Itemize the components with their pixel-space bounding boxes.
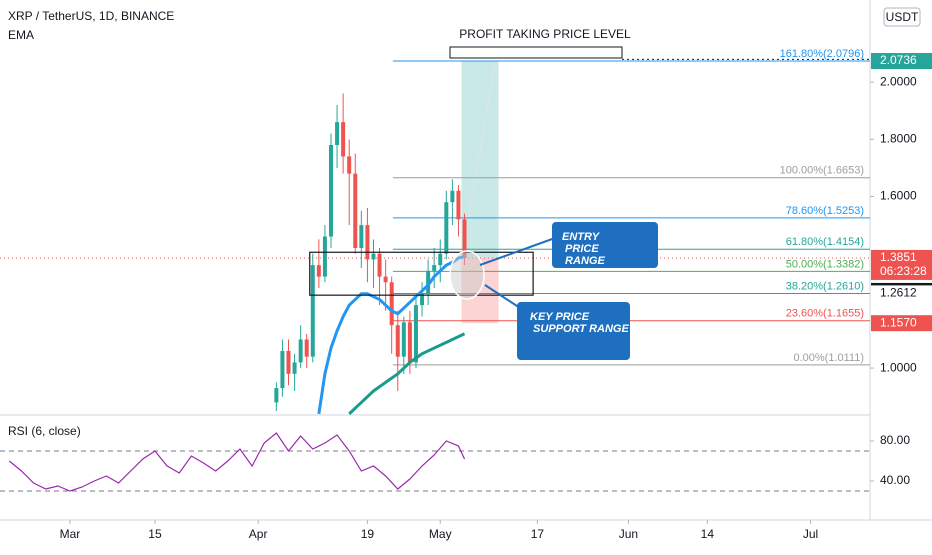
candle-body	[359, 225, 364, 248]
price-marker-label: 1.3851	[880, 250, 917, 264]
price-marker-label: 1.1570	[880, 315, 917, 329]
x-tick-label: 14	[701, 527, 715, 541]
candle-body	[371, 253, 376, 260]
candle-body	[298, 339, 303, 363]
candle-body	[444, 202, 449, 254]
entry-pointer	[479, 237, 556, 266]
price-marker	[871, 285, 932, 302]
support-callout	[517, 302, 630, 360]
candle-body	[383, 276, 388, 283]
x-tick-label: 15	[148, 527, 162, 541]
x-tick-label: Mar	[60, 527, 81, 541]
candle-body	[341, 122, 346, 157]
candle-body	[450, 190, 455, 203]
candle-body	[377, 253, 382, 277]
candle-body	[395, 325, 400, 357]
candle-body	[286, 350, 291, 374]
x-tick-label: 19	[361, 527, 375, 541]
entry-callout	[552, 222, 658, 268]
fib-label: 61.80%(1.4154)	[786, 236, 864, 248]
profit-box	[449, 46, 623, 59]
x-tick-label: Jul	[803, 527, 818, 541]
candle-body	[292, 362, 297, 374]
candle-body	[426, 270, 431, 294]
candle-body	[420, 293, 425, 306]
candle-body	[456, 190, 461, 220]
candle-body	[328, 145, 333, 237]
candle-body	[322, 236, 327, 277]
entry-note: ENTRY PRICE RANGE	[562, 231, 605, 267]
candle-body	[280, 350, 285, 389]
price-marker-label: 1.2612	[880, 286, 917, 300]
fib-label: 50.00%(1.3382)	[786, 258, 864, 270]
profit-note: PROFIT TAKING PRICE LEVEL	[459, 27, 631, 41]
candle-body	[438, 253, 443, 266]
price-marker	[871, 315, 932, 332]
candle-body	[389, 282, 394, 326]
support-pointer	[484, 284, 521, 309]
support-box	[309, 251, 534, 296]
y-tick-label: 1.6000	[880, 189, 917, 203]
fib-label: 100.00%(1.6653)	[780, 165, 864, 177]
candle-body	[347, 156, 352, 174]
fib-label: 161.80%(2.0796)	[780, 48, 864, 60]
ema-line	[317, 255, 465, 415]
candle-body	[274, 388, 279, 403]
ema-line	[348, 332, 466, 415]
candle-body	[407, 322, 412, 363]
indicator-label: EMA	[8, 28, 34, 42]
y-tick-label: 1.0000	[880, 360, 917, 374]
entry-circle	[449, 250, 485, 300]
support-note: KEY PRICE SUPPORT RANGE	[530, 311, 629, 335]
y-tick-label: 2.0000	[880, 74, 917, 88]
target-arrow	[460, 62, 496, 259]
y-tick-label: 1.8000	[880, 131, 917, 145]
price-marker	[871, 53, 932, 70]
rsi-tick-label: 80.00	[880, 433, 910, 447]
candle-body	[432, 265, 437, 271]
target-zone	[461, 61, 499, 258]
currency-label: USDT	[886, 10, 919, 24]
rsi-tick-label: 40.00	[880, 473, 910, 487]
chart-title: XRP / TetherUS, 1D, BINANCE	[8, 9, 174, 23]
x-tick-label: 17	[531, 527, 545, 541]
price-marker	[871, 249, 932, 280]
candle-body	[316, 265, 321, 277]
candle-body	[335, 122, 340, 146]
currency-badge[interactable]	[883, 7, 921, 27]
x-tick-label: Jun	[619, 527, 638, 541]
candle-body	[353, 173, 358, 248]
candle-body	[304, 339, 309, 357]
x-tick-label: Apr	[249, 527, 268, 541]
candle-body	[413, 305, 418, 363]
countdown: 06:23:28	[880, 264, 927, 278]
candle-body	[401, 322, 406, 357]
rsi-title: RSI (6, close)	[8, 424, 81, 438]
fib-label: 23.60%(1.1655)	[786, 308, 864, 320]
fib-label: 0.00%(1.0111)	[793, 352, 864, 364]
candle-body	[365, 225, 370, 260]
candle-body	[462, 219, 467, 258]
price-marker-label: 2.0736	[880, 53, 917, 67]
rsi-line	[8, 432, 466, 492]
candle-body	[310, 265, 315, 357]
x-tick-label: May	[429, 527, 452, 541]
fib-label: 38.20%(1.2610)	[786, 280, 864, 292]
fib-label: 78.60%(1.5253)	[786, 205, 864, 217]
